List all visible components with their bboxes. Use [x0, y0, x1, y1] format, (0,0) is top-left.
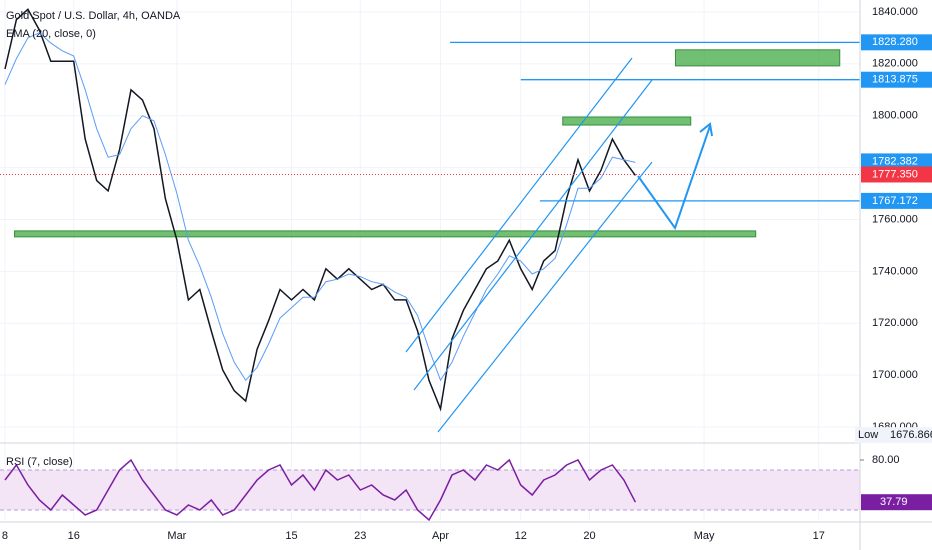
price-label: 1813.875	[872, 74, 918, 86]
price-label-bg	[861, 34, 932, 51]
low-label: Low	[858, 429, 878, 441]
price-label-bg	[861, 71, 932, 88]
price-label-bg	[861, 153, 932, 170]
zone	[14, 230, 757, 238]
x-tick-label: Apr	[432, 530, 449, 542]
y-tick-label: 1800.000	[872, 110, 918, 122]
price-label: 1828.280	[872, 36, 918, 48]
projection-arrow	[637, 125, 711, 231]
y-tick-label: 1760.000	[872, 213, 918, 225]
x-tick-label: 20	[583, 530, 595, 542]
series-line	[4, 8, 637, 412]
x-tick-label: Mar	[167, 530, 186, 542]
rsi-value-bg	[861, 494, 932, 511]
indicator-label: EMA (20, close, 0)	[6, 28, 96, 40]
x-tick-label: 23	[354, 530, 366, 542]
price-label-bg	[861, 192, 932, 209]
price-label: 1767.172	[872, 195, 918, 207]
low-label-bg	[855, 427, 932, 444]
x-tick-label: 16	[68, 530, 80, 542]
x-tick-label: 8	[2, 530, 8, 542]
x-tick-label: 17	[813, 530, 825, 542]
rsi-value-label: 37.79	[880, 496, 908, 508]
price-label-bg	[861, 166, 932, 183]
y-tick-label: 1720.000	[872, 317, 918, 329]
y-tick-label: 1820.000	[872, 58, 918, 70]
price-label: 1777.350	[872, 168, 918, 180]
series-line	[4, 458, 637, 522]
y2-tick-label: 80.00	[872, 454, 900, 466]
rsi-band	[0, 470, 860, 510]
zone	[562, 116, 692, 126]
y-tick-label: 1740.000	[872, 265, 918, 277]
zone	[674, 49, 841, 67]
rsi-label: RSI (7, close)	[6, 456, 73, 468]
price-label: 1782.382	[872, 155, 918, 167]
x-tick-label: 15	[285, 530, 297, 542]
series-line	[4, 32, 636, 382]
y-tick-label: 1840.000	[872, 6, 918, 18]
y-tick-label: 1700.000	[872, 369, 918, 381]
chart-title: Gold Spot / U.S. Dollar, 4h, OANDA	[6, 10, 181, 22]
channel	[405, 57, 653, 433]
arrow-head	[699, 122, 713, 137]
x-tick-label: May	[694, 530, 715, 542]
x-tick-label: 12	[515, 530, 527, 542]
low-value: 1676.866	[890, 429, 932, 441]
